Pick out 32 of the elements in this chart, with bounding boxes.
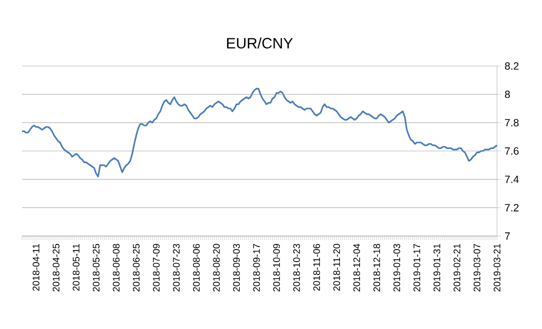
- chart-title: EUR/CNY: [227, 38, 293, 48]
- x-tick-label: 2018-11-06: [313, 244, 320, 291]
- x-tick-label: 2018-06-25: [132, 244, 140, 292]
- y-tick-label: 8: [504, 90, 510, 98]
- x-tick-label: 2018-10-23: [293, 244, 300, 292]
- x-tick-label: 2018-06-08: [112, 244, 120, 292]
- y-tick-label: 7.2: [505, 204, 519, 212]
- x-tick-label: 2018-08-06: [193, 244, 200, 292]
- x-tick-label: 2018-08-20: [213, 244, 220, 292]
- x-tick-label: 2019-02-21: [454, 244, 460, 292]
- x-tick-label: 2018-09-17: [253, 244, 260, 292]
- y-tick-label: 8.2: [504, 62, 519, 70]
- y-tick-label: 7.6: [505, 147, 519, 155]
- y-tick-label: 7.4: [505, 176, 519, 183]
- x-tick-label: 2018-07-09: [152, 244, 160, 292]
- x-tick-label: 2018-04-11: [32, 244, 40, 291]
- x-tick-label: 2018-05-11: [72, 244, 80, 291]
- x-tick-label: 2018-04-25: [52, 244, 60, 292]
- x-tick-label: 2018-11-20: [333, 244, 340, 291]
- x-tick-label: 2018-12-18: [373, 244, 380, 292]
- x-tick-label: 2019-01-03: [393, 244, 400, 292]
- x-tick-label: 2018-05-25: [92, 244, 100, 292]
- x-tick-label: 2018-10-09: [273, 244, 280, 292]
- x-tick-label: 2018-09-03: [233, 244, 240, 292]
- x-tick-label: 2019-01-17: [413, 244, 420, 292]
- y-tick-label: 7.8: [505, 118, 519, 126]
- x-tick-label: 2019-03-21: [494, 244, 500, 292]
- x-tick-label: 2018-07-23: [172, 244, 180, 292]
- x-tick-label: 2019-03-07: [474, 244, 480, 292]
- x-tick-label: 2018-12-04: [353, 244, 360, 292]
- y-tick-label: 7: [505, 232, 510, 240]
- x-tick-label: 2019-01-31: [434, 244, 440, 292]
